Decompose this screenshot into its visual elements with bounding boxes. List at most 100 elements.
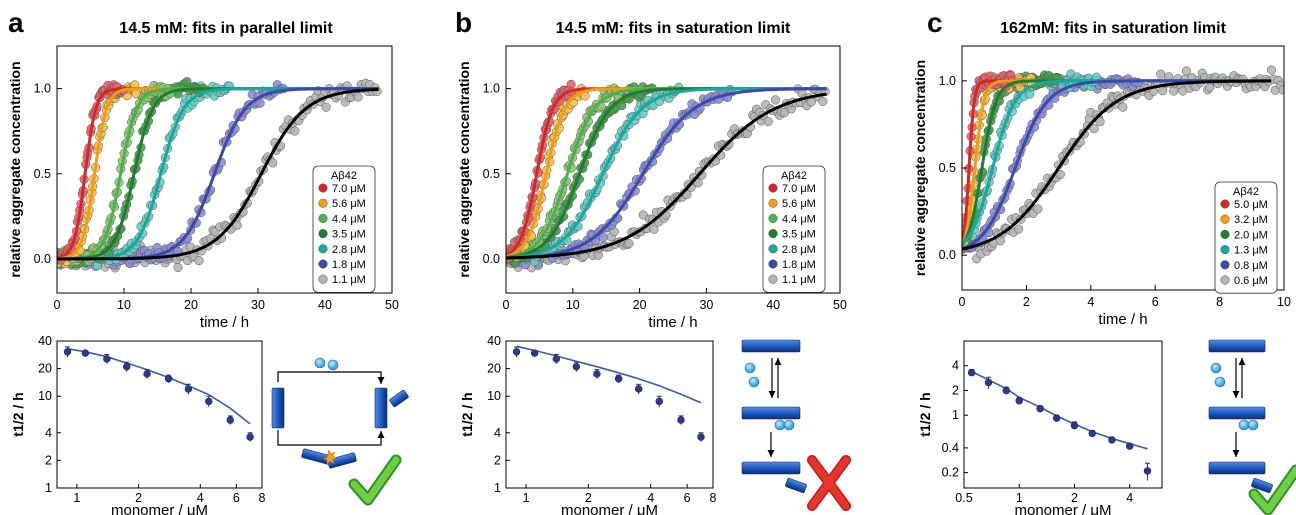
y-axis-label: t1/2 / h: [917, 392, 933, 436]
plot-area: [506, 79, 830, 273]
panel-title: 14.5 mM: fits in saturation limit: [556, 20, 791, 37]
inset-data-point: [677, 416, 685, 424]
inset-data-point: [614, 375, 623, 383]
monomer-icon: [774, 419, 786, 431]
legend-marker: [318, 183, 328, 193]
inset-data-point: [164, 375, 173, 383]
plot-frame: [56, 45, 393, 294]
x-tick-label: 4: [1126, 491, 1133, 505]
x-tick-label: 1: [73, 491, 80, 505]
nucleation-star-icon: [322, 449, 338, 466]
inset-fit-line: [971, 370, 1148, 450]
y-tick-label: 0.5: [34, 167, 51, 181]
data-point: [693, 178, 703, 188]
plot-area: [962, 65, 1284, 264]
monomer-icon: [744, 362, 756, 374]
legend-title: Aβ42: [781, 170, 807, 182]
y-axis-label: relative aggregate concentration: [456, 61, 472, 277]
y-tick-label: 0.5: [483, 167, 500, 181]
y-tick-label: 1: [952, 408, 959, 422]
legend-marker: [768, 198, 778, 208]
data-point: [771, 95, 781, 105]
inset-data-point: [655, 397, 663, 406]
panel-letter: b: [455, 7, 472, 38]
y-tick-label: 1.0: [483, 82, 500, 96]
x-tick-label: 4: [197, 491, 204, 505]
panel-c-inset: 0.5 1 2 4 0.2 0.4 1 2 4 monomer / μM t1/2 / h: [917, 340, 1163, 515]
x-tick-label: 8: [1216, 295, 1223, 309]
inset-data-point: [1036, 404, 1044, 413]
inset-data-point: [984, 378, 993, 387]
legend-label: 7.0 μM: [332, 183, 366, 195]
x-tick-label: 0: [503, 298, 510, 312]
legend-marker: [1220, 199, 1230, 209]
monomer-icon: [327, 359, 339, 371]
y-tick-label: 2: [45, 453, 52, 467]
x-tick-label: 20: [633, 298, 647, 312]
legend-box: [762, 165, 826, 293]
legend-label: 1.8 μM: [332, 259, 366, 271]
legend-marker: [1220, 260, 1230, 270]
y-tick-label: 20: [38, 362, 52, 376]
panel-b-inset: 1 2 4 6 8 1 2 4 10 20 40 monomer / μM t1/2 / h: [459, 334, 717, 515]
legend-label: 3.5 μM: [782, 229, 816, 241]
legend-title: Aβ42: [331, 170, 357, 182]
x-tick-label: 0: [959, 295, 966, 309]
fibril-icon: [301, 448, 331, 465]
x-tick-label: 1: [523, 491, 530, 505]
inset-data-point: [184, 385, 193, 393]
y-tick-label: 40: [38, 334, 52, 348]
x-tick-label: 2: [1023, 295, 1030, 309]
data-point: [1156, 69, 1166, 79]
legend-marker: [1220, 275, 1230, 285]
monomer-icon: [783, 419, 795, 431]
inset-data-point: [205, 397, 213, 406]
legend-label: 0.6 μM: [1234, 275, 1268, 287]
x-tick-label: 1: [1016, 491, 1023, 505]
x-tick-label: 0: [54, 298, 61, 312]
y-tick-label: 0.0: [34, 252, 51, 266]
y-tick-label: 2: [494, 453, 501, 467]
legend-marker: [1220, 214, 1230, 224]
legend-label: 1.3 μM: [1234, 245, 1268, 257]
fibril-icon: [327, 452, 357, 469]
legend-label: 1.8 μM: [782, 259, 816, 271]
inset-frame: [56, 340, 263, 489]
panel-c: c 162mM: fits in saturation limit 0 2 4 6 8 10 0…: [912, 7, 1291, 328]
data-point: [1278, 85, 1284, 95]
legend-label: 7.0 μM: [782, 183, 816, 195]
data-point: [1014, 224, 1024, 234]
x-tick-label: 6: [684, 491, 691, 505]
legend-label: 5.6 μM: [332, 198, 366, 210]
fibril-icon: [389, 389, 409, 408]
x-tick-label: 6: [233, 491, 240, 505]
y-tick-label: 0.5: [939, 161, 956, 175]
y-axis-label: t1/2 / h: [459, 392, 475, 436]
fibril-icon: [1251, 477, 1273, 494]
data-point: [1033, 204, 1043, 214]
inset-data-point: [246, 433, 254, 441]
inset-data-point: [1070, 421, 1079, 430]
inset-data-point: [1052, 414, 1061, 422]
legend-marker: [318, 274, 328, 284]
fit-curve-5: [506, 87, 827, 260]
legend-box: [312, 165, 376, 293]
inset-frame: [505, 340, 714, 489]
x-tick-label: 8: [259, 491, 266, 505]
y-tick-label: 0.0: [483, 252, 500, 266]
inset-data-point: [1143, 467, 1152, 475]
x-axis-label: monomer / μM: [561, 502, 658, 515]
y-tick-label: 2: [952, 383, 959, 397]
x-tick-label: 30: [699, 298, 713, 312]
x-tick-label: 40: [318, 298, 332, 312]
data-point: [1266, 65, 1276, 75]
fit-curve-6: [57, 87, 379, 261]
inset-data-point: [634, 385, 643, 393]
x-axis-label: monomer / μM: [111, 502, 208, 515]
x-tick-label: 50: [385, 298, 399, 312]
y-axis-label: relative aggregate concentration: [7, 61, 23, 277]
data-point: [818, 96, 828, 106]
